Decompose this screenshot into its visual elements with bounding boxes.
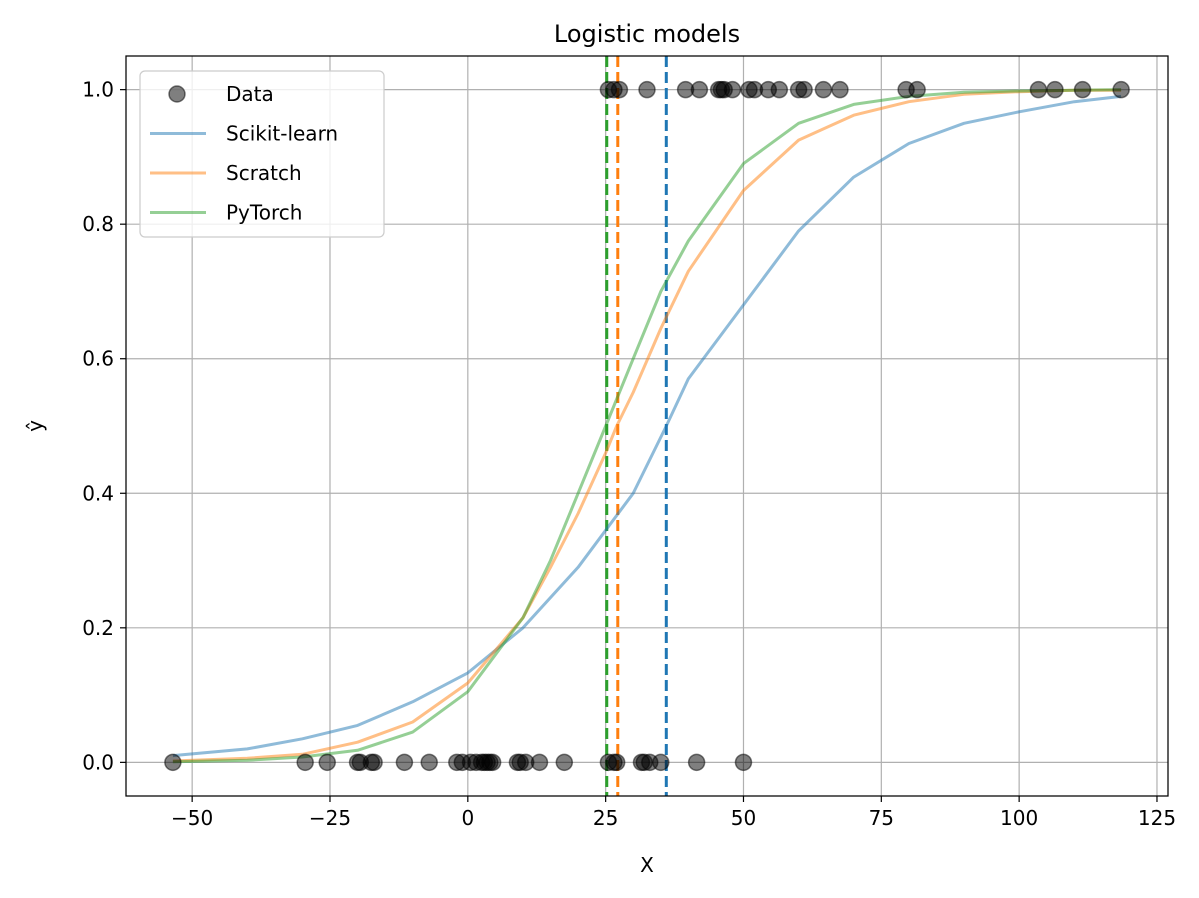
x-tick-label: 125: [1138, 806, 1176, 830]
data-point: [1046, 80, 1064, 99]
data-point: [814, 80, 833, 99]
pytorch-curve: [172, 88, 1122, 764]
model-curves: [172, 88, 1122, 764]
y-ticks: 0.0 0.2 0.4 0.6 0.8 1.0: [82, 78, 126, 774]
legend-label: PyTorch: [226, 201, 302, 225]
x-tick-label: 75: [869, 806, 894, 830]
data-point: [164, 753, 182, 772]
y-tick-label: 0.4: [82, 481, 114, 505]
data-point: [607, 753, 626, 772]
data-point: [638, 80, 656, 99]
x-tick-label: −25: [309, 806, 351, 830]
data-point: [296, 753, 314, 772]
x-tick-label: 50: [731, 806, 756, 830]
x-tick-label: −50: [171, 806, 213, 830]
legend-marker-data: [168, 85, 186, 103]
data-point: [318, 753, 336, 772]
data-point: [770, 80, 789, 99]
data-point: [395, 753, 414, 772]
x-tick-label: 100: [1000, 806, 1038, 830]
y-tick-label: 1.0: [82, 78, 114, 102]
legend-box: [139, 70, 385, 238]
x-tick-label: 0: [461, 806, 474, 830]
y-tick-label: 0.8: [82, 212, 114, 236]
data-point: [420, 753, 438, 772]
data-point: [831, 80, 849, 99]
data-point: [610, 80, 629, 99]
x-ticks: −50 −25 0 25 50 75 100 125: [171, 796, 1176, 830]
data-point: [530, 753, 549, 772]
chart-title: Logistic models: [554, 20, 740, 48]
x-tick-label: 25: [593, 806, 618, 830]
y-tick-label: 0.2: [82, 616, 114, 640]
data-point: [1029, 80, 1048, 99]
data-points: [164, 80, 1130, 772]
data-point: [483, 753, 502, 772]
y-axis-label: ŷ: [23, 420, 47, 432]
data-point: [723, 80, 742, 99]
legend-label: Scratch: [226, 161, 302, 185]
scikit-learn-curve: [172, 94, 1122, 758]
data-point: [652, 753, 670, 772]
data-point: [690, 80, 709, 99]
legend: Data Scikit-learn Scratch PyTorch: [139, 70, 385, 238]
data-point: [734, 753, 753, 772]
data-point: [687, 753, 706, 772]
legend-label: Scikit-learn: [226, 122, 338, 146]
data-point: [555, 753, 574, 772]
data-point: [908, 80, 926, 99]
y-tick-label: 0.0: [82, 750, 114, 774]
data-point: [1073, 80, 1092, 99]
y-tick-label: 0.6: [82, 347, 114, 371]
plot-frame: [125, 55, 1169, 797]
legend-label: Data: [226, 82, 274, 106]
x-axis-label: X: [640, 853, 654, 877]
data-point: [365, 753, 383, 772]
scratch-curve: [172, 88, 1122, 763]
data-point: [1112, 80, 1130, 99]
data-point: [795, 80, 813, 99]
